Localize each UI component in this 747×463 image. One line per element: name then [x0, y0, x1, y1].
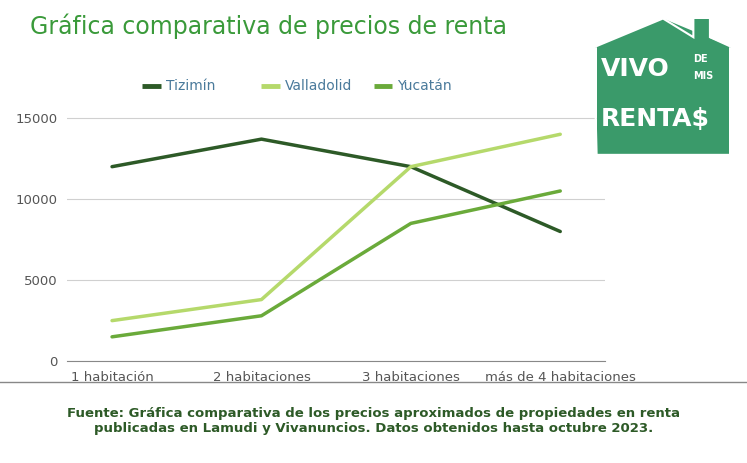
Text: Gráfica comparativa de precios de renta: Gráfica comparativa de precios de renta	[30, 14, 507, 39]
Text: Tizimín: Tizimín	[166, 79, 215, 93]
Text: RENTA$: RENTA$	[601, 107, 710, 131]
Text: Fuente: Gráfica comparativa de los precios aproximados de propiedades en renta
p: Fuente: Gráfica comparativa de los preci…	[67, 407, 680, 435]
FancyBboxPatch shape	[597, 47, 729, 155]
Text: Yucatán: Yucatán	[397, 79, 452, 93]
Text: VIVO: VIVO	[601, 57, 669, 81]
Polygon shape	[594, 19, 732, 47]
Text: DE: DE	[693, 54, 708, 64]
Bar	[693, 14, 710, 40]
Text: Valladolid: Valladolid	[285, 79, 353, 93]
Text: MIS: MIS	[693, 71, 713, 81]
